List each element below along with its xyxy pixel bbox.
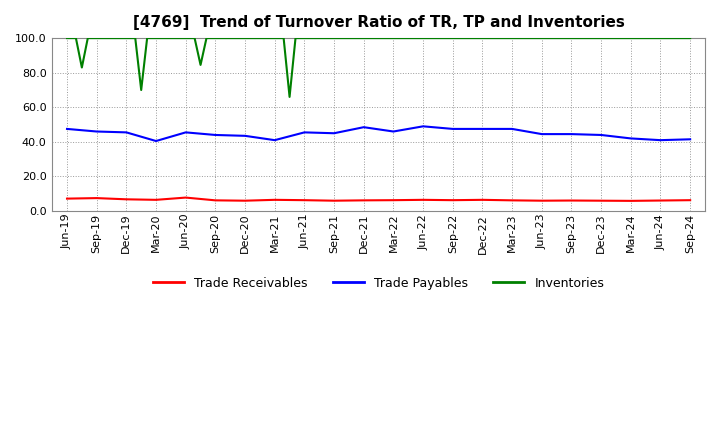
Legend: Trade Receivables, Trade Payables, Inventories: Trade Receivables, Trade Payables, Inven… <box>148 272 609 295</box>
Title: [4769]  Trend of Turnover Ratio of TR, TP and Inventories: [4769] Trend of Turnover Ratio of TR, TP… <box>132 15 624 30</box>
